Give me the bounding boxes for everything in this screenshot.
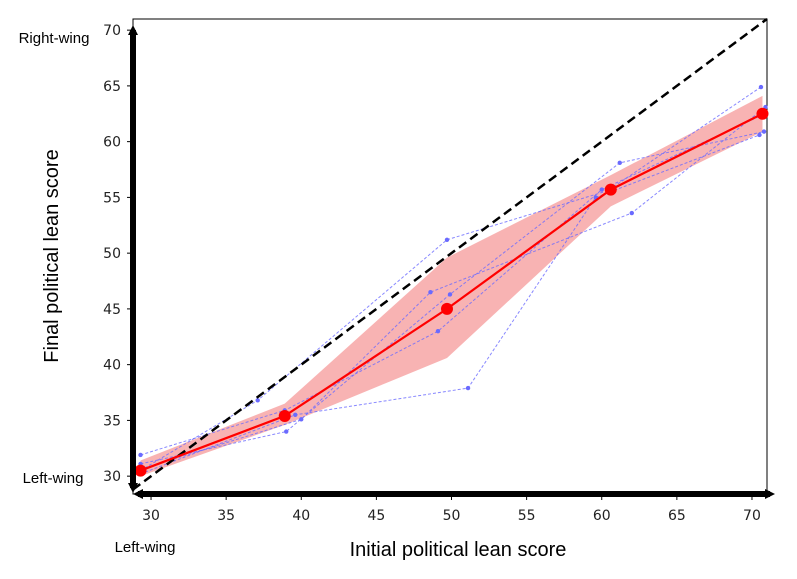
y-tick-label: 45 bbox=[103, 302, 121, 318]
run-line-1 bbox=[140, 86, 762, 472]
mean-point bbox=[278, 409, 291, 422]
identity-line bbox=[132, 17, 768, 491]
mean-point bbox=[134, 464, 147, 477]
mean-point bbox=[604, 183, 617, 196]
x-tick-label: 70 bbox=[743, 508, 761, 524]
run-point bbox=[447, 292, 453, 297]
x-tick-label: 40 bbox=[292, 508, 310, 524]
x-tick-label: 65 bbox=[668, 508, 686, 524]
x-tick-label: 60 bbox=[593, 508, 611, 524]
y-tick-label: 40 bbox=[103, 358, 121, 374]
x-axis-title: Initial political lean score bbox=[350, 539, 567, 561]
run-line-4 bbox=[140, 106, 766, 470]
x-tick-label: 45 bbox=[367, 508, 385, 524]
run-line-5 bbox=[140, 114, 763, 456]
run-point bbox=[758, 84, 764, 90]
x-tick-label: 35 bbox=[217, 508, 235, 524]
y-tick-label: 55 bbox=[103, 190, 121, 206]
run-point bbox=[255, 398, 260, 403]
individual-runs-layer bbox=[138, 84, 768, 477]
y-tick-label: 60 bbox=[103, 135, 121, 151]
mean-point bbox=[756, 107, 769, 120]
confidence-band-layer bbox=[140, 95, 763, 477]
run-point bbox=[299, 417, 304, 422]
run-point bbox=[428, 289, 433, 295]
x-tick-label: 30 bbox=[142, 508, 160, 524]
run-point bbox=[629, 210, 634, 216]
run-point bbox=[444, 237, 450, 242]
y-top-end-label: Right-wing bbox=[19, 30, 90, 47]
run-point bbox=[617, 160, 622, 166]
run-point bbox=[138, 452, 143, 458]
identity-line-layer bbox=[132, 17, 768, 491]
run-point bbox=[435, 329, 441, 334]
y-ticks: 30 35 40 45 50 55 60 65 70 bbox=[103, 23, 133, 485]
confidence-band bbox=[140, 95, 763, 477]
y-tick-label: 35 bbox=[103, 413, 121, 429]
mean-point bbox=[440, 302, 453, 315]
x-tick-label: 50 bbox=[443, 508, 461, 524]
y-tick-label: 30 bbox=[103, 469, 121, 485]
run-point bbox=[761, 129, 767, 134]
y-axis-title: Final political lean score bbox=[41, 149, 63, 362]
run-point bbox=[757, 132, 762, 138]
y-tick-label: 50 bbox=[103, 246, 121, 262]
y-tick-label: 65 bbox=[103, 79, 121, 95]
x-left-end-label: Left-wing bbox=[115, 539, 176, 556]
y-bottom-end-label: Left-wing bbox=[23, 470, 84, 487]
run-point bbox=[284, 429, 289, 434]
run-point bbox=[293, 412, 298, 418]
mean-series-layer bbox=[134, 107, 769, 477]
x-ticks: 30 35 40 45 50 55 60 65 70 bbox=[142, 494, 761, 524]
y-tick-label: 70 bbox=[103, 23, 121, 39]
x-tick-label: 55 bbox=[518, 508, 536, 524]
run-point bbox=[465, 385, 471, 391]
run-point bbox=[599, 187, 604, 192]
